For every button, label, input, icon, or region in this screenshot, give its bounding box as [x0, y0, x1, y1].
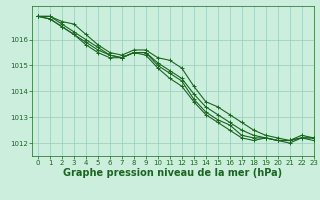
- X-axis label: Graphe pression niveau de la mer (hPa): Graphe pression niveau de la mer (hPa): [63, 168, 282, 178]
